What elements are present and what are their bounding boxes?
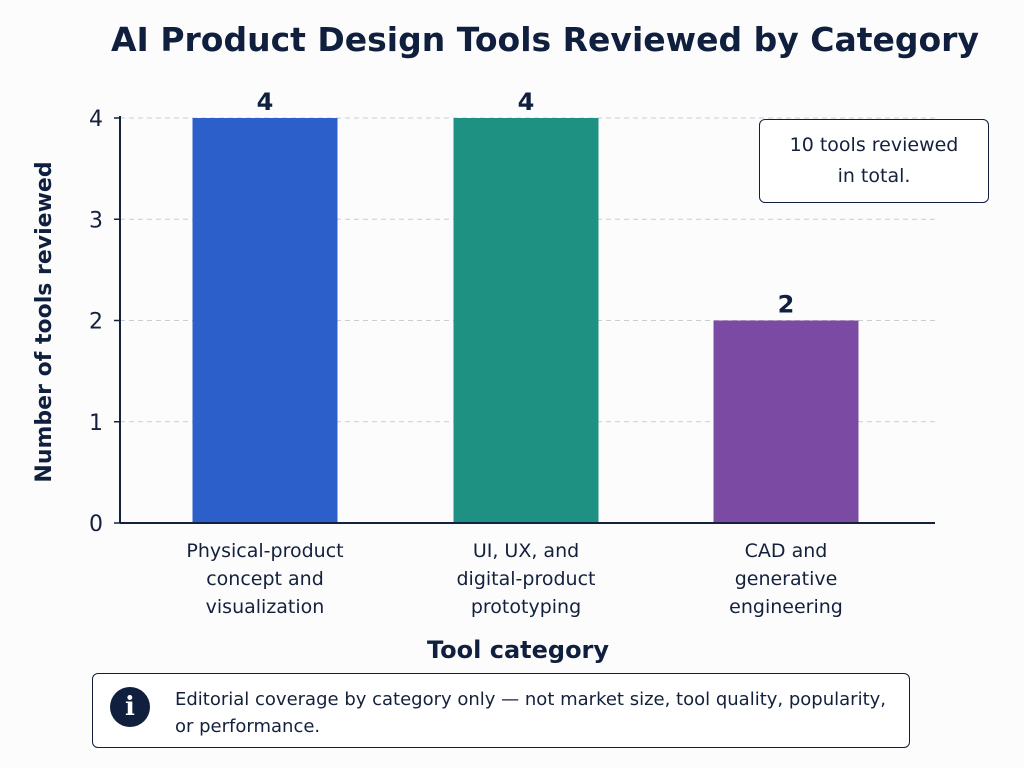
disclaimer-text: Editorial coverage by category only — no… [175,689,887,737]
y-tick-label: 1 [89,411,103,436]
data-label: 2 [778,291,795,319]
bars [192,118,859,523]
bar [713,320,859,523]
x-tick-label: Physical-product concept and visualization [186,540,343,618]
chart-labels: 0 1 2 3 4 4 Physical-product concept and visuali… [32,88,843,664]
bar [192,118,338,523]
axes [114,116,935,524]
y-tick-label: 0 [89,512,103,537]
x-tick-label: UI, UX, and digital-product prototyping [457,540,596,618]
data-label: 4 [257,88,274,116]
total-note-text: 10 tools reviewed in total. [789,134,959,187]
x-axis-label: Tool category [427,636,609,664]
total-note: 10 tools reviewed in total. [759,119,989,203]
data-label: 4 [518,88,535,116]
y-axis-label: Number of tools reviewed [32,161,57,482]
bar [453,118,599,523]
y-tick-label: 2 [89,310,103,335]
x-tick-label: CAD and generative engineering [729,540,843,618]
info-icon: i [110,687,150,727]
y-tick-label: 3 [89,208,103,233]
disclaimer-box: i Editorial coverage by category only — … [92,673,910,748]
chart-title: AI Product Design Tools Reviewed by Cate… [111,20,979,59]
y-tick-label: 4 [89,107,103,132]
